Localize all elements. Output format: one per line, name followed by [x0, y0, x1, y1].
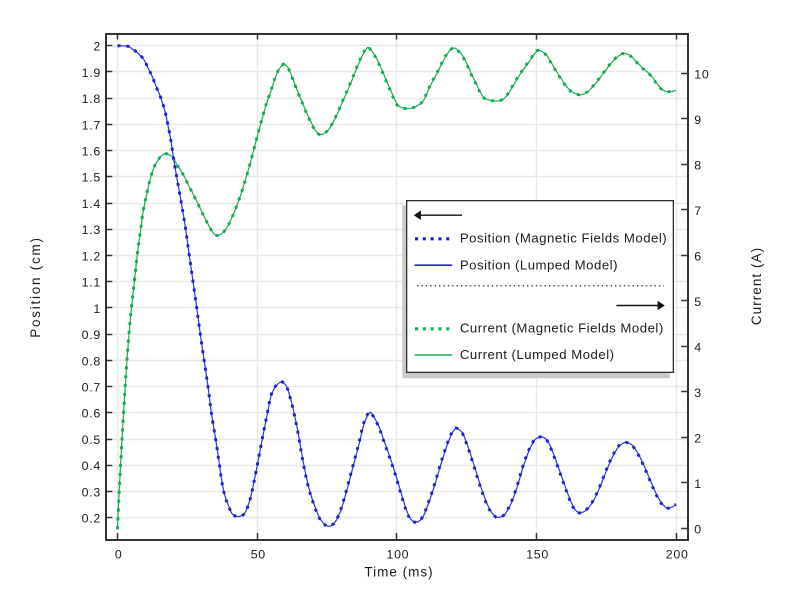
svg-text:Position (Lumped Model): Position (Lumped Model) [460, 257, 618, 272]
svg-text:1.8: 1.8 [82, 92, 101, 106]
svg-text:8: 8 [694, 158, 702, 172]
svg-text:0.4: 0.4 [82, 459, 101, 473]
svg-text:50: 50 [251, 548, 266, 562]
svg-text:9: 9 [694, 113, 702, 127]
svg-text:0.7: 0.7 [82, 381, 101, 395]
svg-text:5: 5 [694, 295, 702, 309]
svg-text:Current (Magnetic Fields Model: Current (Magnetic Fields Model) [460, 321, 664, 336]
svg-text:Time (ms): Time (ms) [364, 564, 433, 579]
svg-text:0.9: 0.9 [82, 328, 101, 342]
svg-text:7: 7 [694, 204, 702, 218]
svg-text:1.3: 1.3 [82, 223, 101, 237]
svg-text:1.6: 1.6 [82, 145, 101, 159]
svg-text:150: 150 [526, 548, 549, 562]
svg-text:1: 1 [694, 477, 702, 491]
svg-text:1.9: 1.9 [82, 66, 101, 80]
svg-text:0.6: 0.6 [82, 407, 101, 421]
svg-text:Position (Magnetic Fields Mode: Position (Magnetic Fields Model) [460, 231, 667, 246]
svg-text:2: 2 [93, 40, 101, 54]
svg-text:10: 10 [694, 67, 709, 81]
svg-text:0.3: 0.3 [82, 485, 101, 499]
svg-text:0.8: 0.8 [82, 354, 101, 368]
svg-text:200: 200 [666, 548, 689, 562]
svg-text:Current (Lumped Model): Current (Lumped Model) [460, 347, 615, 362]
svg-text:1.4: 1.4 [82, 197, 101, 211]
svg-text:1.2: 1.2 [82, 249, 101, 263]
svg-text:Position (cm): Position (cm) [28, 236, 43, 338]
svg-text:1: 1 [93, 302, 101, 316]
svg-text:4: 4 [694, 340, 702, 354]
svg-text:3: 3 [694, 386, 702, 400]
svg-text:Current (A): Current (A) [749, 247, 764, 325]
svg-text:100: 100 [387, 548, 410, 562]
svg-text:0: 0 [694, 522, 702, 536]
svg-text:1.7: 1.7 [82, 118, 101, 132]
svg-text:1.5: 1.5 [82, 171, 101, 185]
svg-text:0: 0 [115, 548, 123, 562]
svg-text:2: 2 [694, 431, 702, 445]
svg-text:1.1: 1.1 [82, 276, 101, 290]
svg-text:0.5: 0.5 [82, 433, 101, 447]
svg-text:0.2: 0.2 [82, 512, 101, 526]
svg-text:6: 6 [694, 249, 702, 263]
